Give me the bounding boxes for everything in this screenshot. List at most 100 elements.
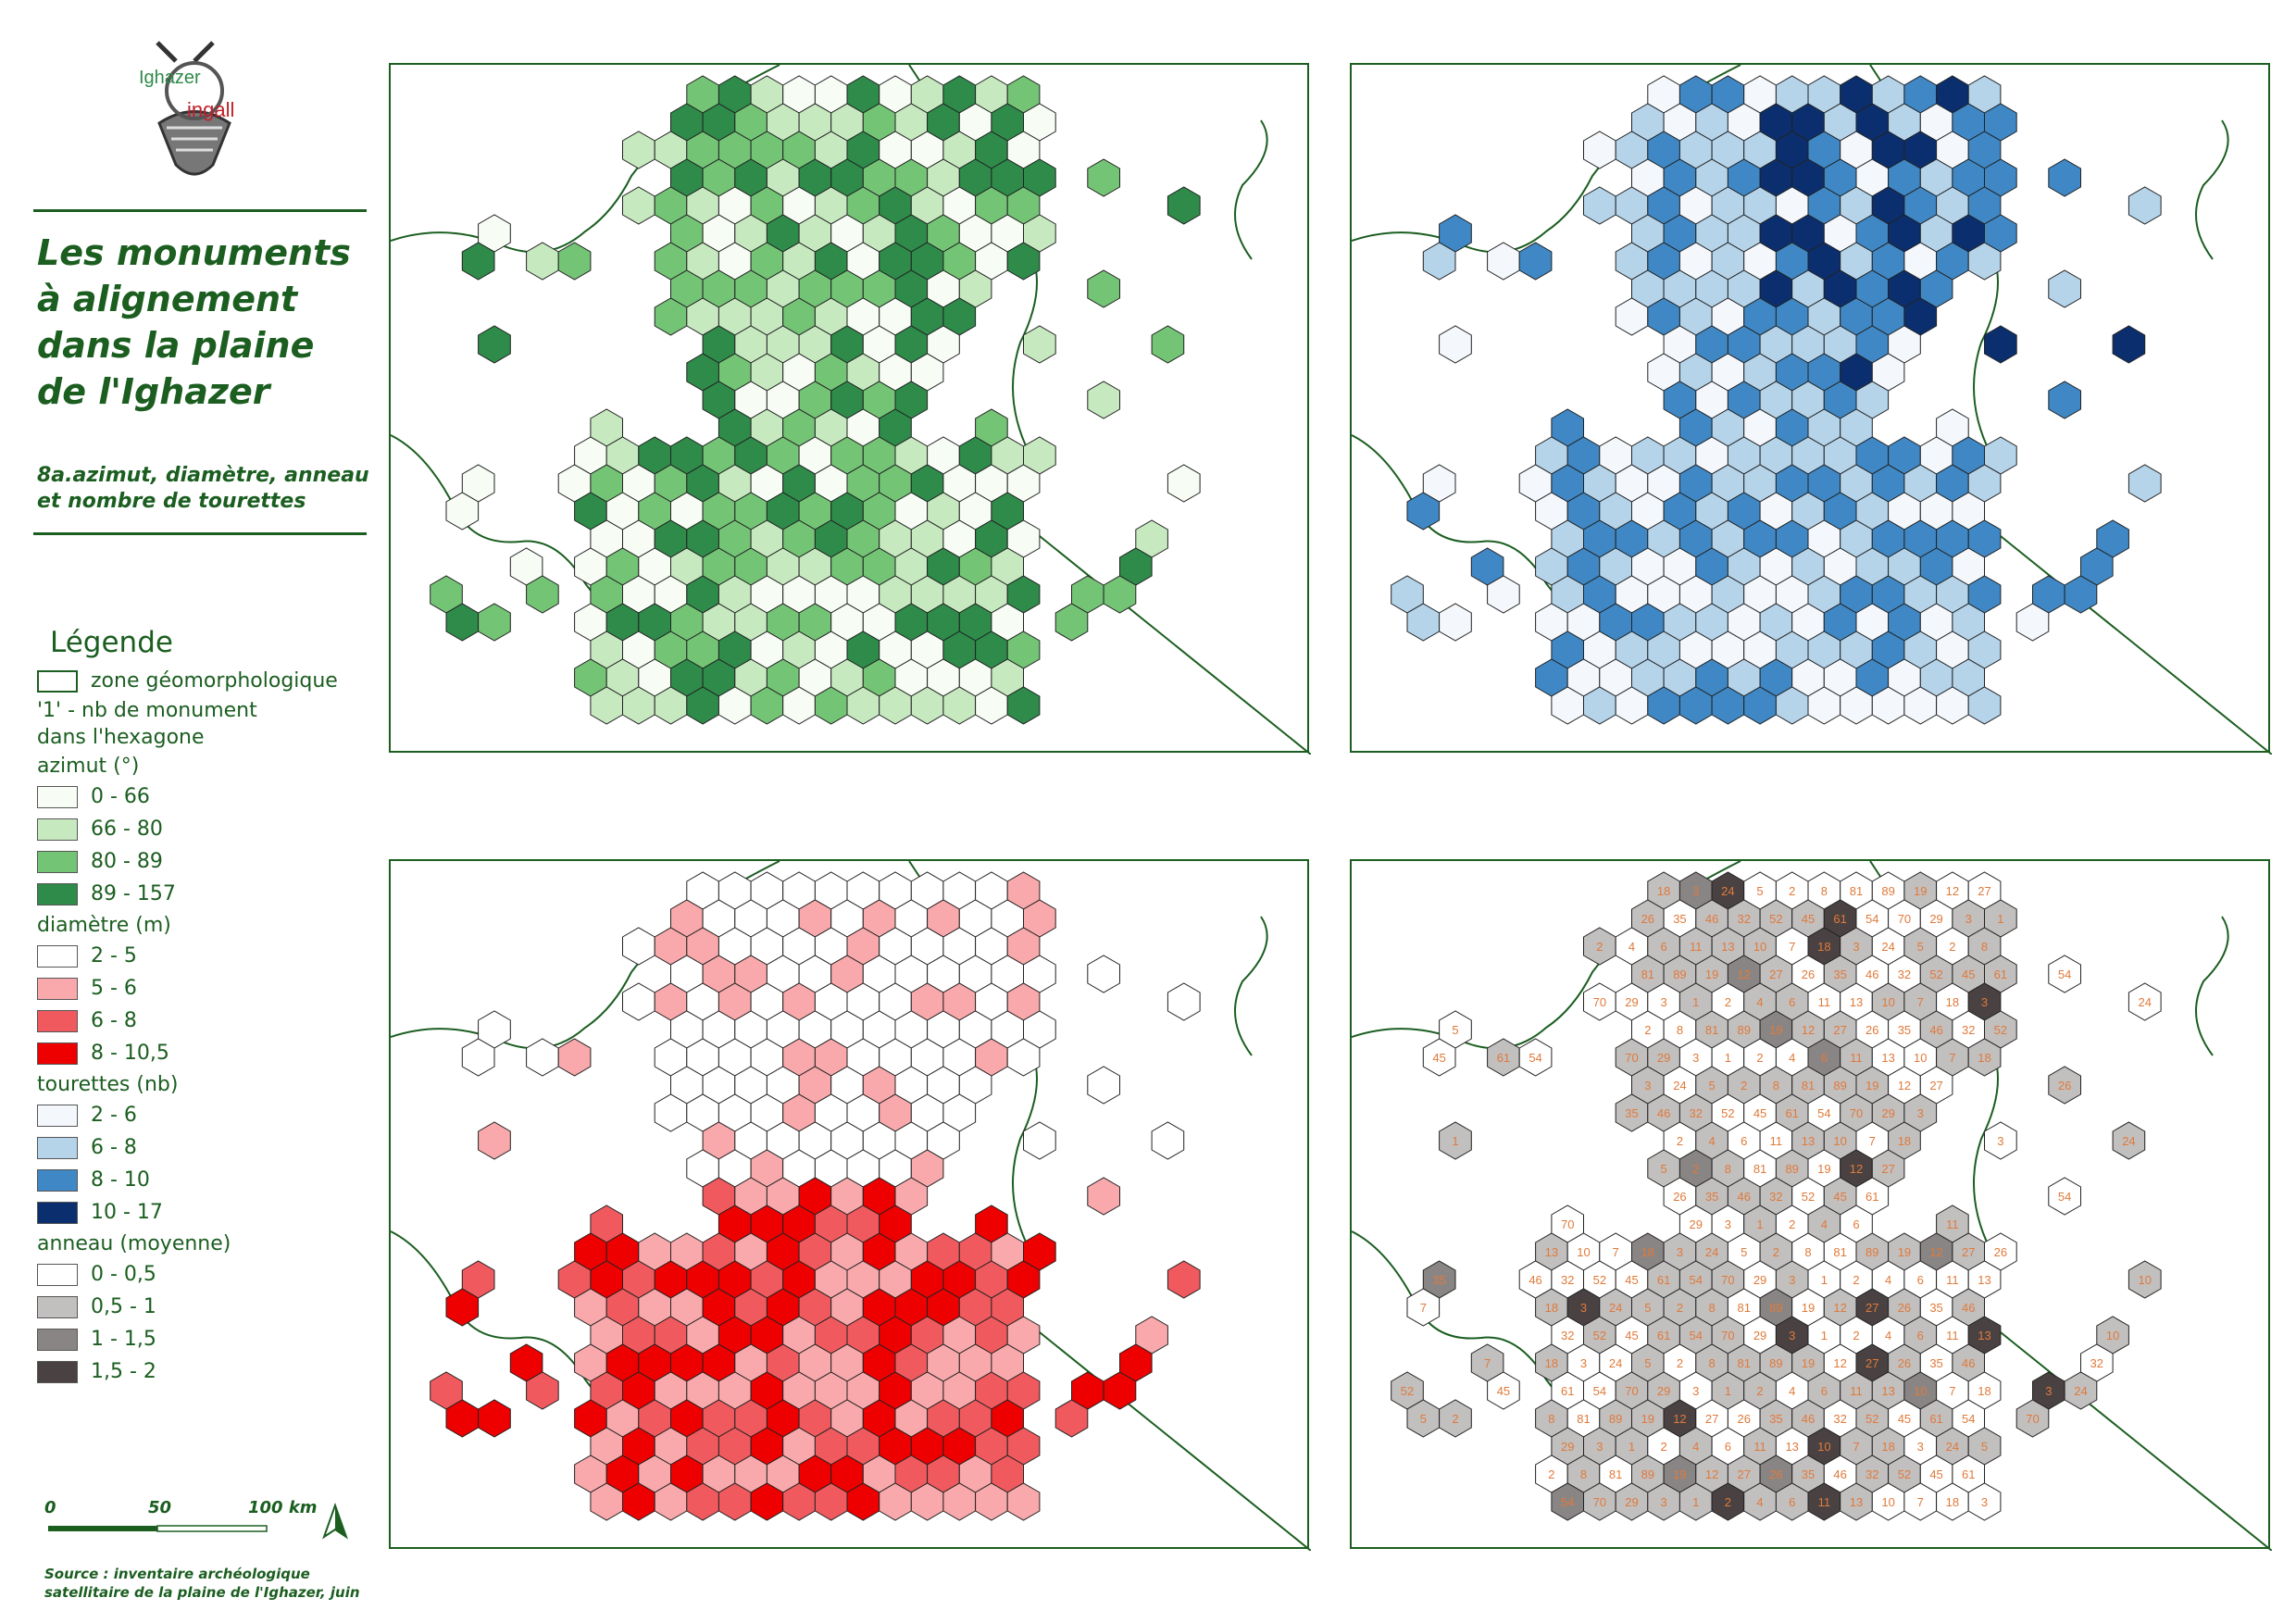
hex-cell[interactable] — [1167, 464, 1201, 503]
hex-cell[interactable] — [1167, 186, 1201, 225]
hex-cell[interactable] — [1439, 1121, 1472, 1160]
hex-cell[interactable] — [1087, 269, 1120, 308]
hex-cell[interactable] — [478, 603, 511, 642]
hex-cell[interactable] — [526, 1371, 559, 1410]
hex-cell[interactable] — [622, 131, 655, 169]
hex-cell[interactable] — [1518, 242, 1553, 281]
hex-cell[interactable] — [1087, 955, 1120, 993]
hex-cell[interactable] — [1103, 575, 1137, 614]
hex-cell[interactable] — [1487, 575, 1520, 614]
hex-cell[interactable] — [1103, 1371, 1137, 1410]
hex-cell[interactable] — [1439, 1399, 1472, 1438]
hex-cell[interactable] — [1054, 603, 1089, 642]
hex-count-label: 5 — [1452, 1023, 1458, 1037]
map-panel-diametre[interactable] — [389, 859, 1311, 1551]
hex-cell[interactable] — [2015, 1399, 2050, 1438]
hex-count-label: 29 — [1929, 912, 1942, 926]
hex-cell[interactable] — [557, 242, 592, 281]
hex-cell[interactable] — [2128, 464, 2162, 503]
hex-count-label: 3 — [1789, 1329, 1795, 1342]
hex-cell[interactable] — [1023, 1121, 1056, 1160]
hex-cell[interactable] — [1006, 686, 1041, 725]
hex-cell[interactable] — [461, 242, 495, 281]
hex-cell[interactable] — [2112, 1121, 2146, 1160]
hex-cell[interactable] — [622, 927, 655, 966]
hex-cell[interactable] — [1087, 1177, 1120, 1216]
hex-cell[interactable] — [2048, 955, 2081, 993]
hex-cell[interactable] — [1023, 325, 1056, 364]
legend-group-title: diamètre (m) — [37, 913, 171, 937]
hex-count-label: 3 — [1853, 940, 1859, 954]
hex-cell[interactable] — [1006, 1482, 1041, 1521]
hex-cell[interactable] — [1006, 242, 1041, 281]
hex-cell[interactable] — [1984, 1121, 2017, 1160]
hex-cell[interactable] — [1967, 1482, 2002, 1521]
map-panel-azimut[interactable] — [389, 63, 1311, 755]
hex-cell[interactable] — [1984, 325, 2017, 364]
hex-count-label: 27 — [1866, 1301, 1878, 1315]
hex-cell[interactable] — [1006, 1038, 1041, 1077]
hex-cell[interactable] — [1151, 1121, 1185, 1160]
hex-count-label: 1 — [1821, 1329, 1828, 1342]
hex-cell[interactable] — [557, 1038, 592, 1077]
hex-cell[interactable] — [2128, 186, 2162, 225]
hex-cell[interactable] — [1422, 1038, 1456, 1077]
hex-cell[interactable] — [1967, 686, 2002, 725]
hex-cell[interactable] — [2128, 1260, 2162, 1299]
hex-count-label: 70 — [1898, 912, 1911, 926]
hex-cell[interactable] — [2048, 1066, 2081, 1105]
legend-class-item: 6 - 8 — [37, 1005, 370, 1037]
legend-class-label: 0,5 - 1 — [91, 1295, 156, 1318]
hex-cell[interactable] — [461, 1038, 495, 1077]
hex-cell[interactable] — [478, 1121, 511, 1160]
hex-cell[interactable] — [478, 325, 511, 364]
hex-cell[interactable] — [1167, 982, 1201, 1021]
hex-cell[interactable] — [445, 492, 480, 531]
hex-cell[interactable] — [2112, 325, 2146, 364]
hex-cell[interactable] — [2048, 1177, 2081, 1216]
hex-count-label: 12 — [1802, 1023, 1815, 1037]
hex-count-label: 6 — [1917, 1273, 1924, 1287]
scale-label-100: 100 km — [248, 1498, 318, 1517]
hex-count-label: 45 — [1833, 1190, 1846, 1204]
hex-cell[interactable] — [622, 982, 655, 1021]
hex-cell[interactable] — [2128, 982, 2162, 1021]
hex-cell[interactable] — [1422, 242, 1456, 281]
hex-cell[interactable] — [1487, 1371, 1520, 1410]
hex-cell[interactable] — [1583, 186, 1616, 225]
hex-cell[interactable] — [478, 1399, 511, 1438]
hex-cell[interactable] — [445, 1288, 480, 1327]
hex-cell[interactable] — [526, 575, 559, 614]
hex-cell[interactable] — [1087, 381, 1120, 419]
hex-cell[interactable] — [2064, 575, 2098, 614]
map-panel-anneau[interactable]: 18 3 24 5 2 8 81 89 19 12 27 26 35 46 32 52 45 61 54 70 29 3 1… — [1350, 859, 2272, 1551]
hex-cell[interactable] — [1487, 242, 1520, 281]
map-panel-tourettes[interactable] — [1350, 63, 2272, 755]
hex-cell[interactable] — [2048, 381, 2081, 419]
hex-cell[interactable] — [1439, 325, 1472, 364]
hex-cell[interactable] — [1406, 492, 1441, 531]
hex-count-label: 8 — [1708, 1356, 1715, 1370]
hex-count-label: 46 — [1657, 1106, 1670, 1120]
hex-cell[interactable] — [1406, 1288, 1441, 1327]
hex-cell[interactable] — [1151, 325, 1185, 364]
hex-cell[interactable] — [1167, 1260, 1201, 1299]
hex-cell[interactable] — [526, 242, 559, 281]
hex-cell[interactable] — [1967, 242, 2002, 281]
hex-count-label: 7 — [1869, 1134, 1876, 1148]
hex-cell[interactable] — [2015, 603, 2050, 642]
hex-cell[interactable] — [622, 186, 655, 225]
hex-cell[interactable] — [1087, 1066, 1120, 1105]
hex-cell[interactable] — [1439, 603, 1472, 642]
legend-swatch — [37, 850, 78, 873]
hex-cell[interactable] — [1518, 1038, 1553, 1077]
hex-cell[interactable] — [2064, 1371, 2098, 1410]
hex-cell[interactable] — [2048, 158, 2081, 197]
hex-cell[interactable] — [1087, 158, 1120, 197]
legend-count-note: '1' - nb de monument dans l'hexagone — [37, 699, 257, 749]
hex-cell[interactable] — [2048, 269, 2081, 308]
hex-cell[interactable] — [1583, 131, 1616, 169]
hex-cell[interactable] — [526, 1038, 559, 1077]
hex-cell[interactable] — [1054, 1399, 1089, 1438]
hex-cell[interactable] — [1967, 1038, 2002, 1077]
